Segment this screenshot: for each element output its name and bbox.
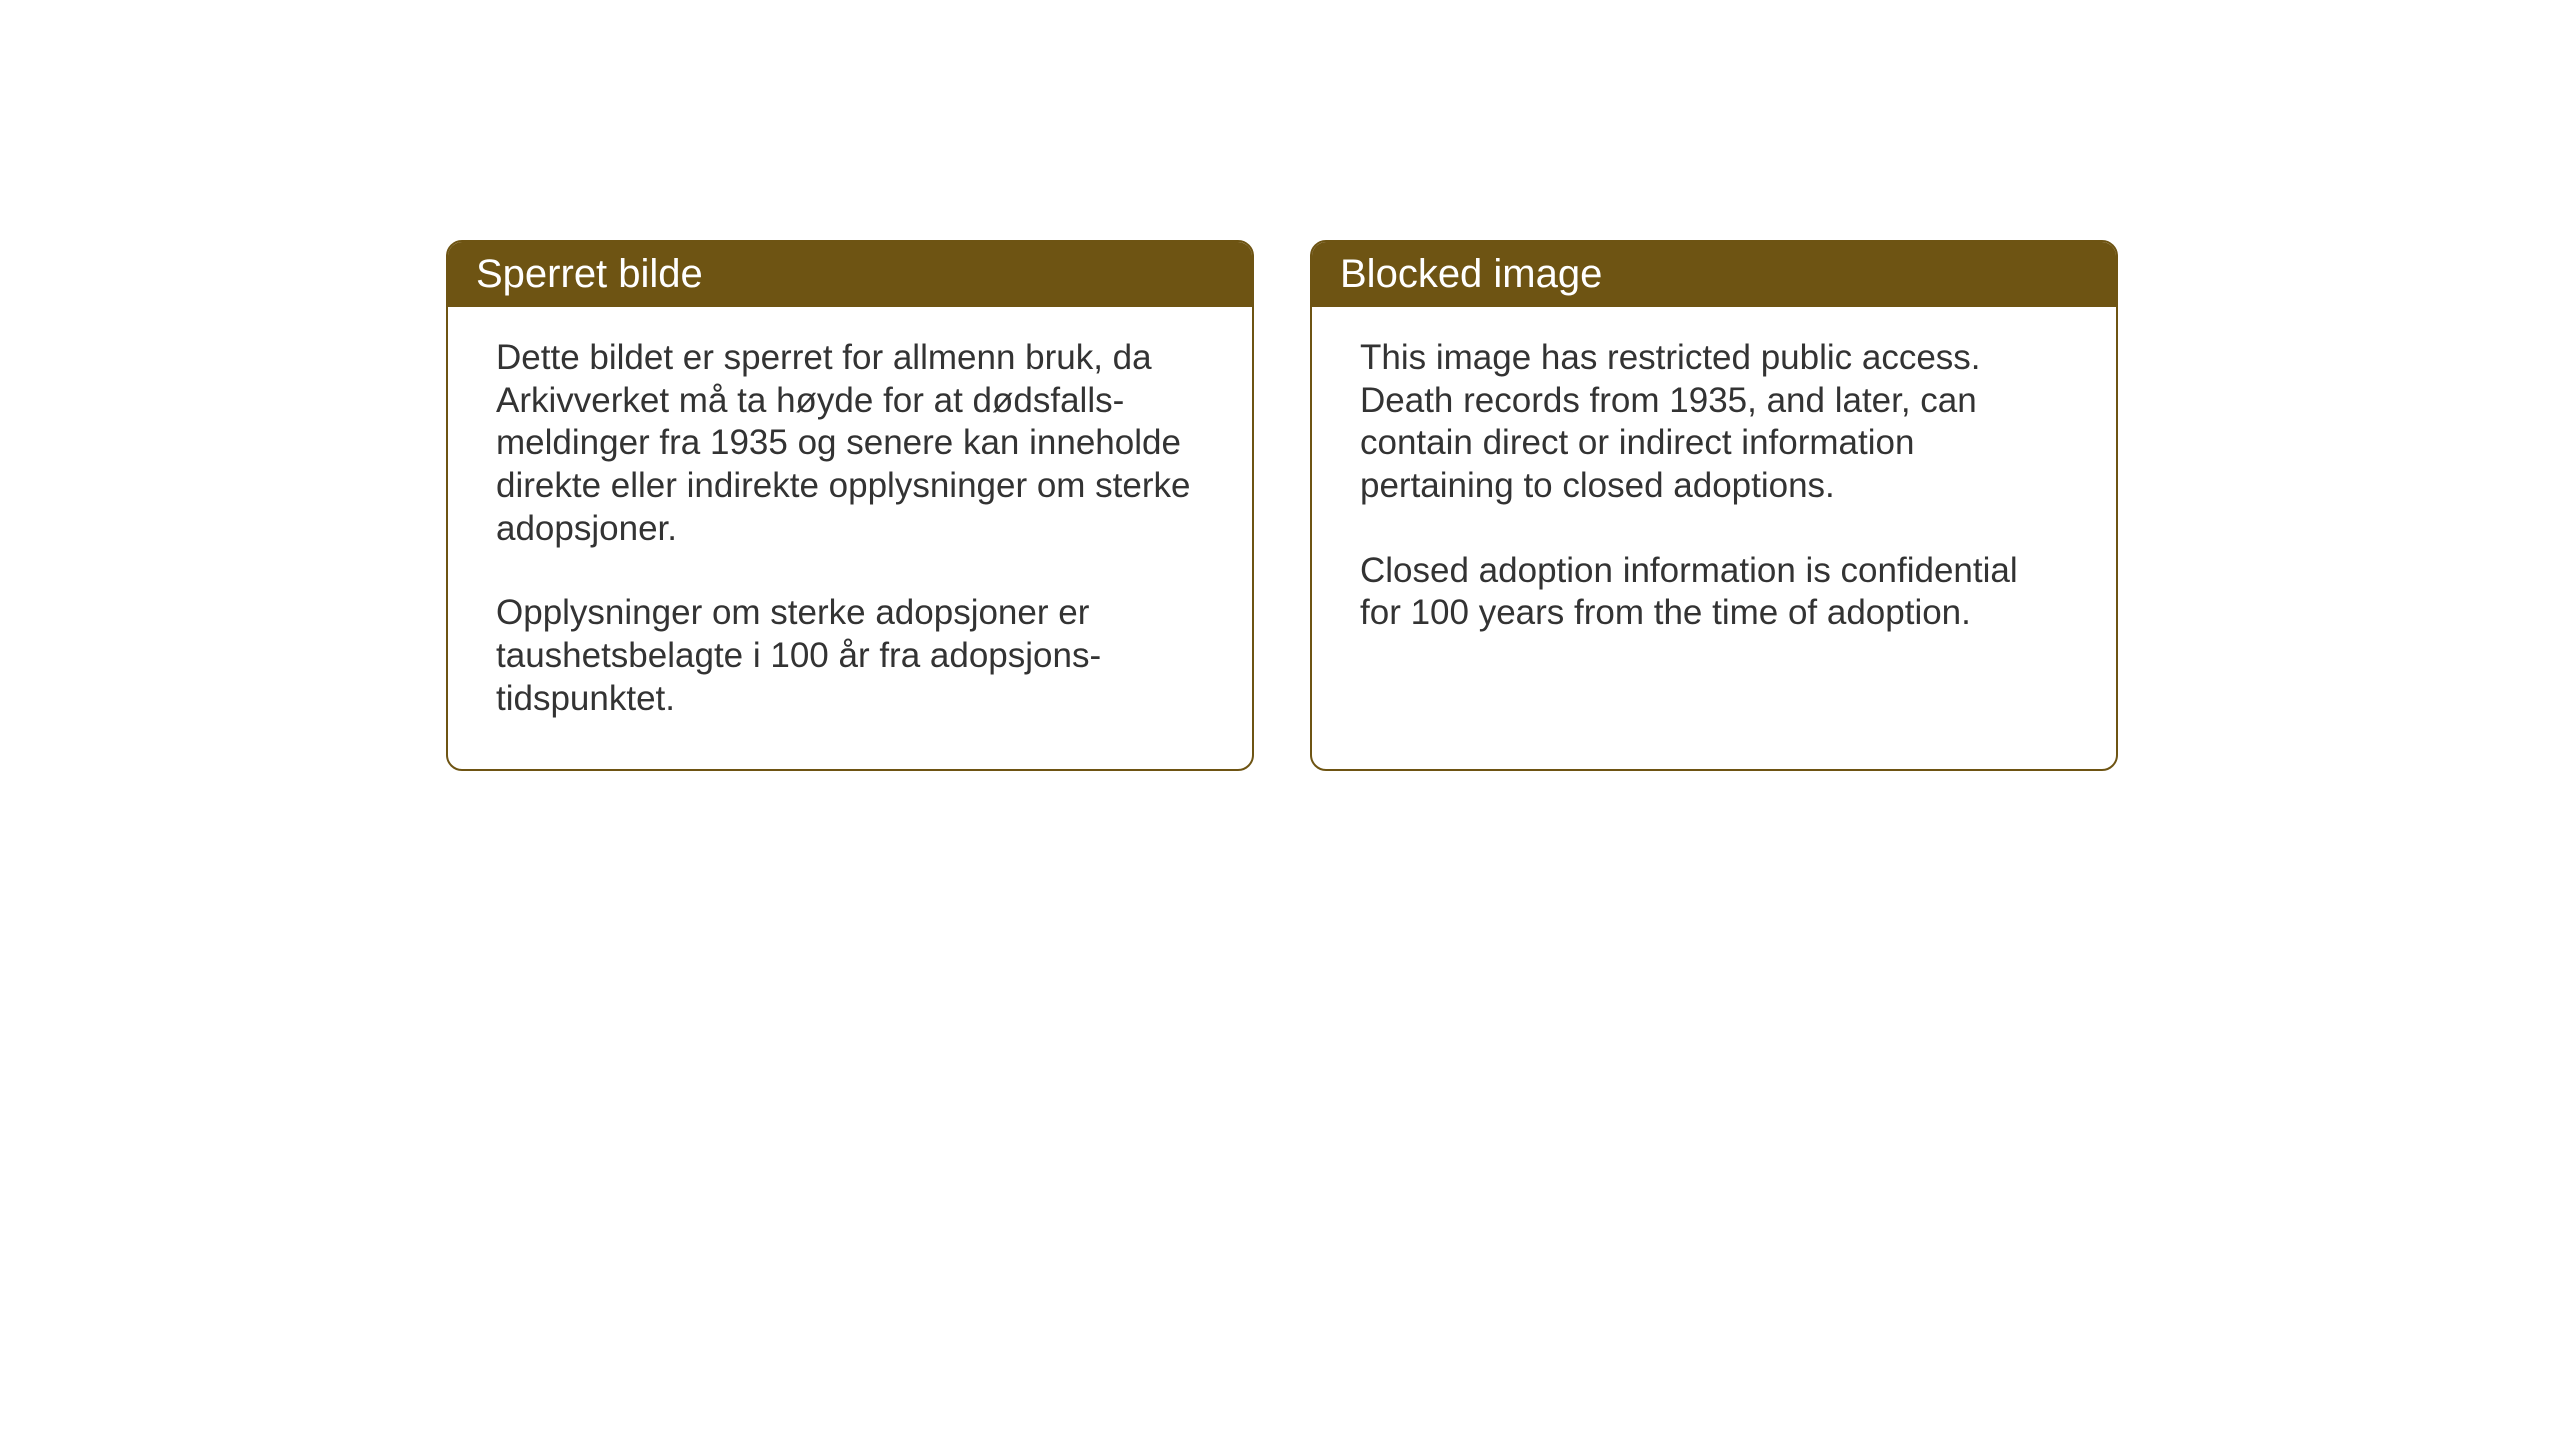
paragraph-1: This image has restricted public access.… — [1360, 337, 2068, 508]
paragraph-2: Opplysninger om sterke adopsjoner er tau… — [496, 592, 1204, 720]
cards-container: Sperret bilde Dette bildet er sperret fo… — [446, 240, 2118, 771]
card-body-english: This image has restricted public access.… — [1312, 307, 2116, 683]
card-header-english: Blocked image — [1312, 242, 2116, 307]
card-header-norwegian: Sperret bilde — [448, 242, 1252, 307]
card-norwegian: Sperret bilde Dette bildet er sperret fo… — [446, 240, 1254, 771]
card-english: Blocked image This image has restricted … — [1310, 240, 2118, 771]
card-body-norwegian: Dette bildet er sperret for allmenn bruk… — [448, 307, 1252, 769]
paragraph-2: Closed adoption information is confident… — [1360, 550, 2068, 635]
card-title: Blocked image — [1340, 252, 1602, 296]
paragraph-1: Dette bildet er sperret for allmenn bruk… — [496, 337, 1204, 550]
card-title: Sperret bilde — [476, 252, 703, 296]
